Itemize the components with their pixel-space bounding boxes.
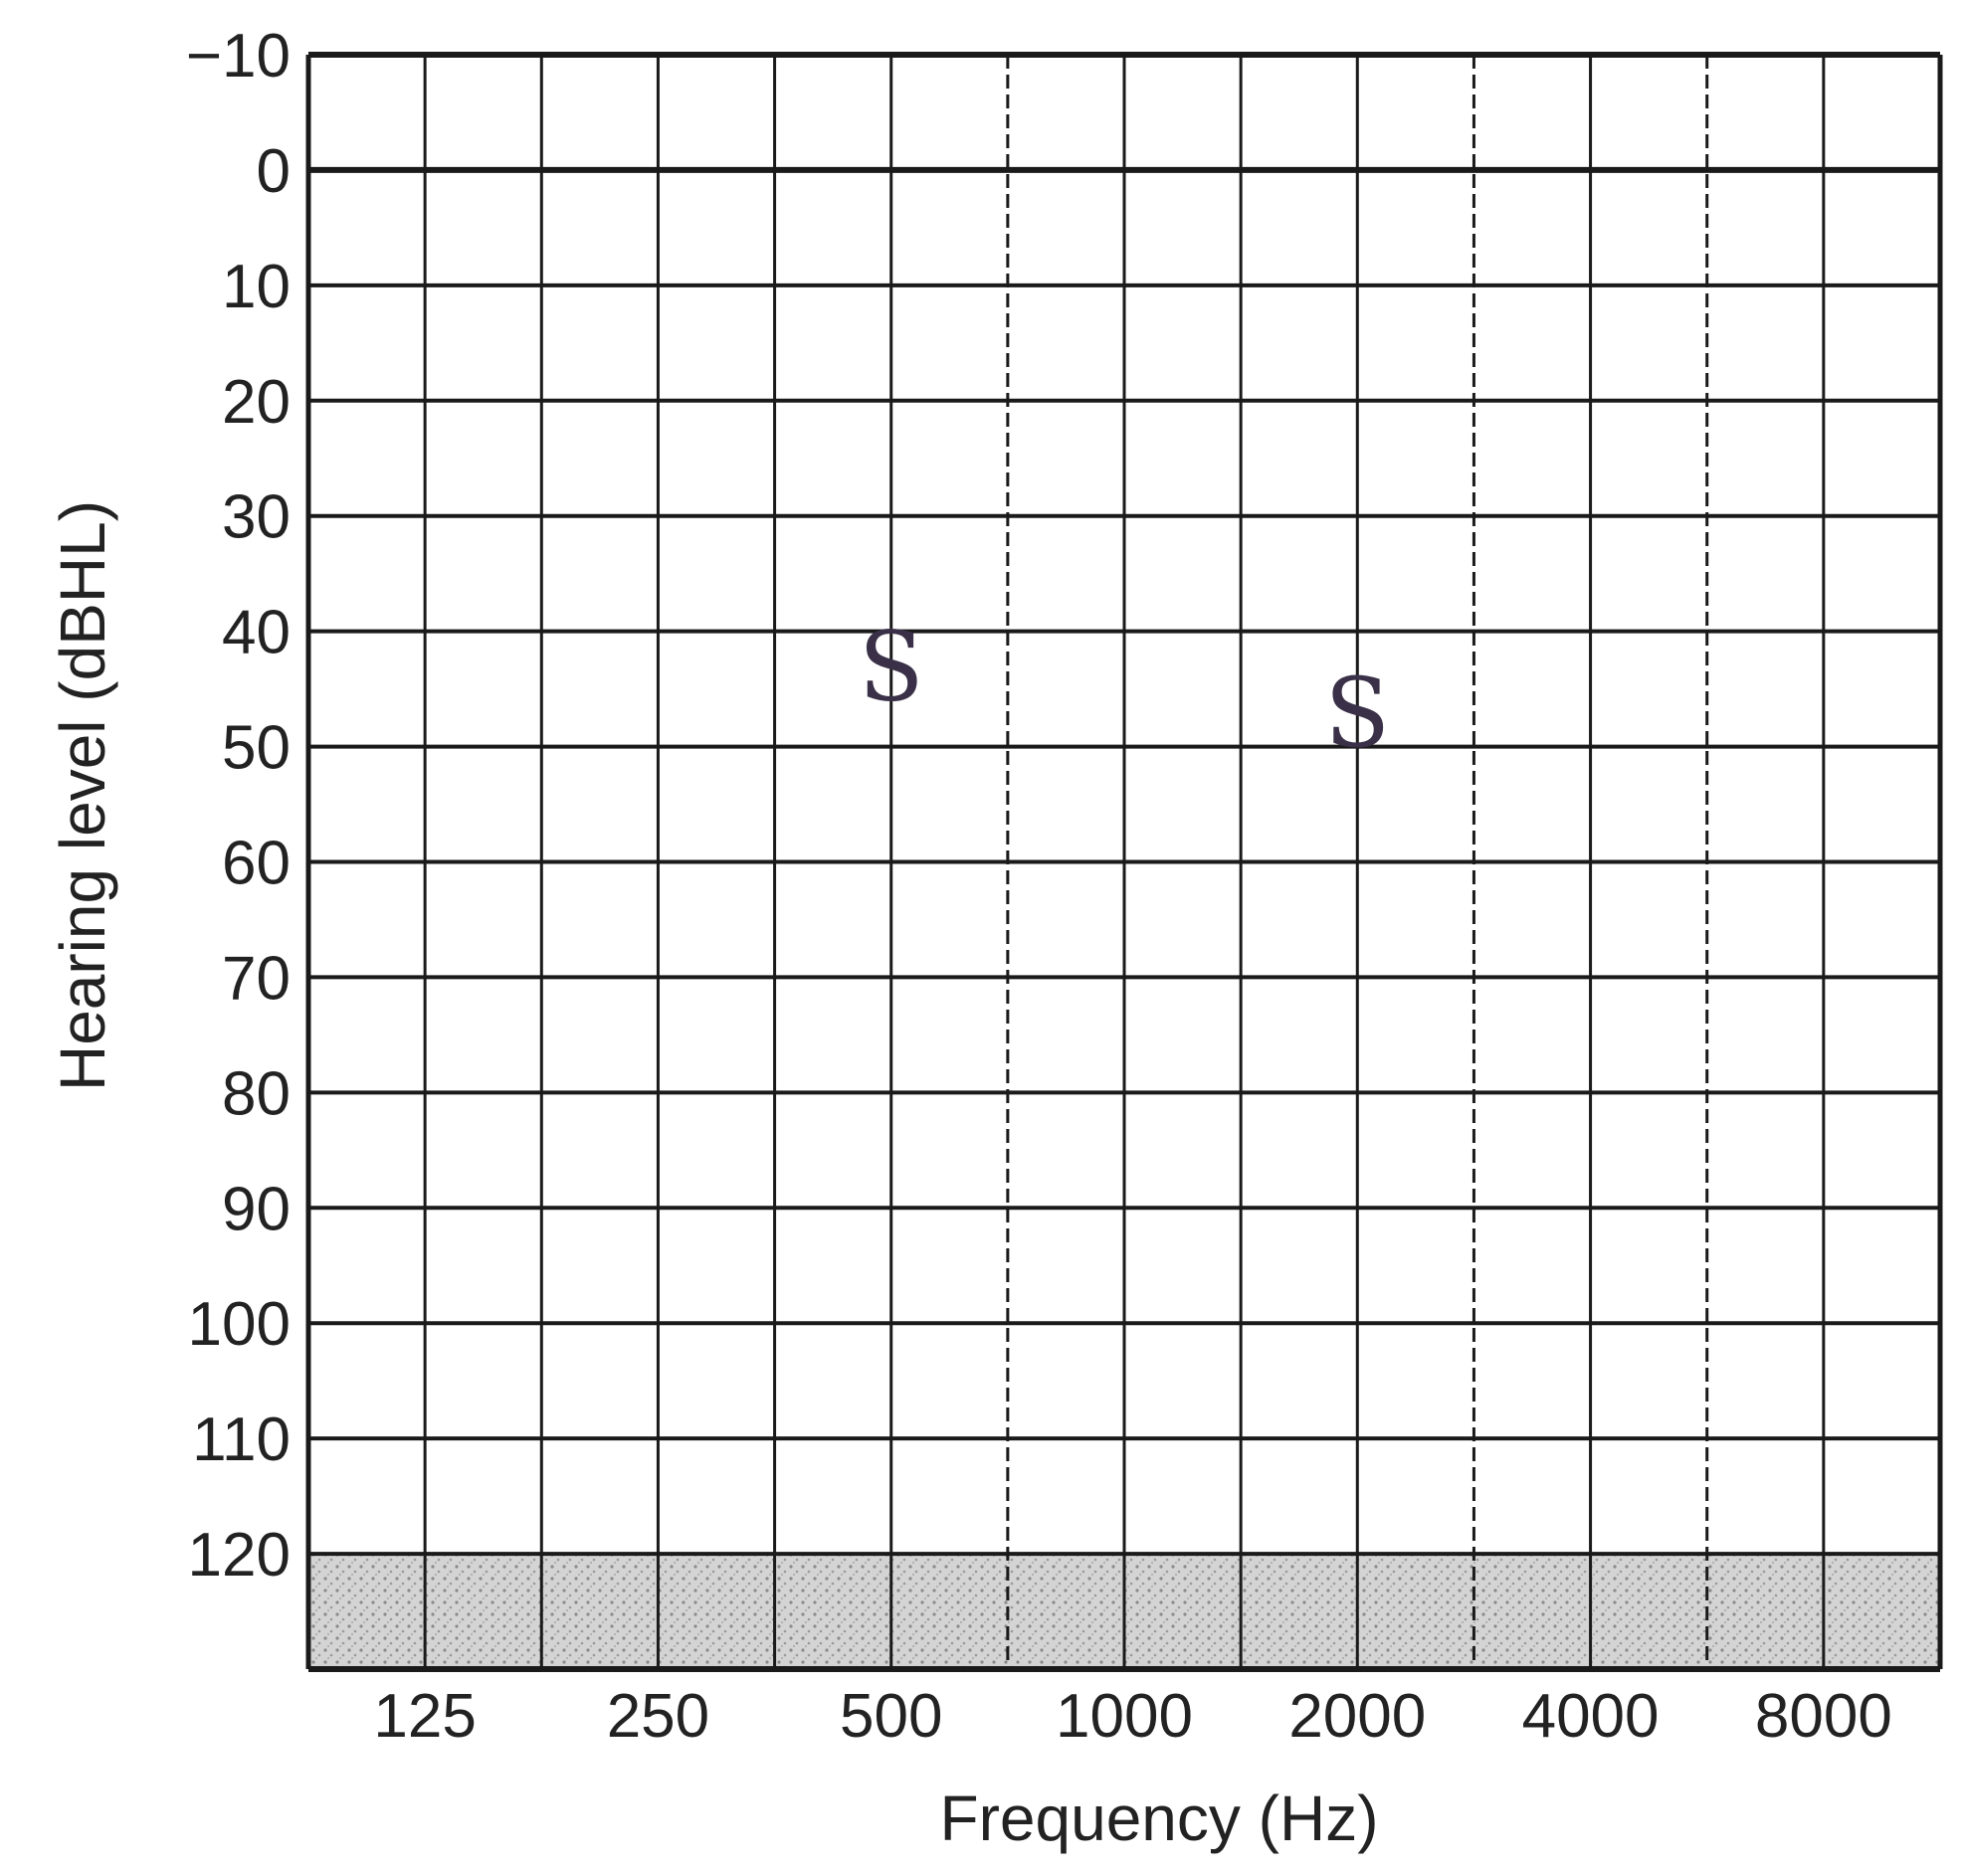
x-tick-labels: 125 250 500 1000 2000 4000 8000 xyxy=(373,1682,1891,1751)
y-tick-label: 70 xyxy=(222,944,291,1013)
x-tick-label: 2000 xyxy=(1288,1682,1426,1751)
y-tick-label: 30 xyxy=(222,483,291,552)
data-point-s-marker: S xyxy=(1324,657,1390,769)
y-tick-label: 10 xyxy=(222,253,291,321)
y-tick-label: −10 xyxy=(186,22,291,91)
x-tick-label: 8000 xyxy=(1755,1682,1892,1751)
y-tick-label: 100 xyxy=(188,1290,291,1359)
x-axis-title: Frequency (Hz) xyxy=(940,1782,1379,1854)
y-tick-label: 20 xyxy=(222,368,291,437)
y-tick-label: 60 xyxy=(222,830,291,898)
y-tick-label: 40 xyxy=(222,599,291,667)
y-tick-label: 110 xyxy=(192,1406,291,1474)
y-tick-label: 50 xyxy=(222,714,291,783)
y-tick-label: 120 xyxy=(188,1521,291,1590)
x-tick-label: 1000 xyxy=(1056,1682,1193,1751)
y-tick-label: 80 xyxy=(222,1059,291,1128)
y-tick-label: 0 xyxy=(257,137,291,206)
x-tick-label: 250 xyxy=(607,1682,709,1751)
y-tick-label: 90 xyxy=(222,1175,291,1243)
grid-layer xyxy=(305,52,1943,1672)
y-tick-labels: −10 0 10 20 30 40 50 60 70 80 90 100 110 120 xyxy=(186,22,291,1590)
y-axis-title: Hearing level (dBHL) xyxy=(47,500,118,1091)
data-point-s-marker: S xyxy=(859,611,924,722)
x-tick-label: 4000 xyxy=(1522,1682,1660,1751)
x-tick-label: 500 xyxy=(840,1682,942,1751)
x-tick-label: 125 xyxy=(373,1682,476,1751)
